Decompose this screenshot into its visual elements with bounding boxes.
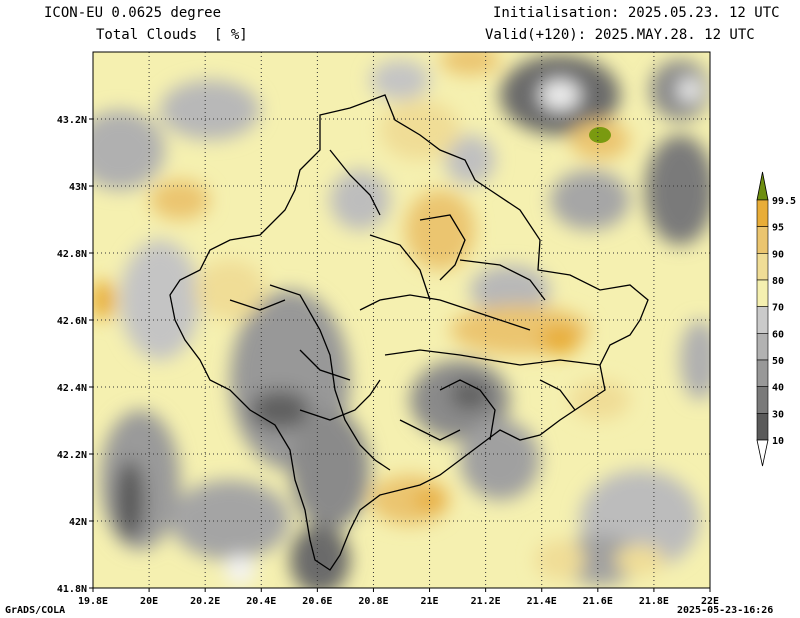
colorbar-segment: [756, 199, 769, 227]
lon-tick-label: 21.8E: [639, 596, 669, 607]
lon-tick-label: 21.4E: [527, 596, 557, 607]
colorbar-segment: [756, 386, 769, 414]
colorbar-segment: [756, 333, 769, 361]
init-time: Initialisation: 2025.05.23. 12 UTC: [493, 5, 780, 21]
colorbar-segment: [756, 359, 769, 387]
timestamp-label: 2025-05-23-16:26: [677, 605, 774, 616]
lat-tick-label: 42.8N: [57, 249, 87, 260]
lon-tick-label: 20.2E: [190, 596, 220, 607]
colorbar-label: 40: [772, 383, 784, 394]
lon-tick-label: 20E: [140, 596, 158, 607]
lat-tick-label: 42.6N: [57, 316, 87, 327]
country-borders: [169, 94, 649, 571]
lon-tick-label: 21.2E: [471, 596, 501, 607]
lat-tick-label: 42N: [69, 517, 87, 528]
lon-tick-label: 19.8E: [78, 596, 108, 607]
colorbar-label: 50: [772, 356, 784, 367]
colorbar-segment: [756, 279, 769, 307]
variable-title: Total Clouds [ %]: [96, 27, 248, 43]
lat-tick-label: 43.2N: [57, 115, 87, 126]
lat-tick-label: 42.2N: [57, 450, 87, 461]
lon-tick-label: 20.4E: [246, 596, 276, 607]
lat-tick-label: 43N: [69, 182, 87, 193]
colorbar-segment: [756, 253, 769, 281]
lon-tick-label: 22E: [701, 596, 719, 607]
valid-time: Valid(+120): 2025.MAY.28. 12 UTC: [485, 27, 755, 43]
model-title: ICON-EU 0.0625 degree: [44, 5, 222, 21]
colorbar-label: 10: [772, 436, 784, 447]
colorbar-segment: [756, 306, 769, 334]
colorbar-bottom-arrow: [756, 439, 769, 467]
credit-label: GrADS/COLA: [5, 605, 66, 616]
lat-lon-grid: [93, 52, 710, 588]
lon-tick-label: 20.6E: [302, 596, 332, 607]
colorbar-segment: [756, 226, 769, 254]
cloud-field: [93, 52, 710, 588]
colorbar-segment: [756, 413, 769, 441]
colorbar-label: 70: [772, 303, 784, 314]
colorbar: 99.5 95 90 80 70 60 50 40 30 10: [756, 171, 796, 467]
colorbar-label: 90: [772, 249, 784, 260]
lon-tick-label: 20.8E: [358, 596, 388, 607]
lon-tick-label: 21.6E: [583, 596, 613, 607]
lat-tick-label: 41.8N: [57, 584, 87, 595]
colorbar-top-arrow: [756, 171, 769, 201]
colorbar-label: 95: [772, 223, 784, 234]
lat-tick-label: 42.4N: [57, 383, 87, 394]
colorbar-label: 99.5: [772, 196, 796, 207]
colorbar-label: 30: [772, 409, 784, 420]
lon-tick-label: 21E: [421, 596, 439, 607]
colorbar-label: 60: [772, 329, 784, 340]
axis-ticks: 19.8E 20E 20.2E 20.4E 20.6E 20.8E 21E 21.2E 21.4…: [57, 115, 719, 607]
colorbar-label: 80: [772, 276, 784, 287]
